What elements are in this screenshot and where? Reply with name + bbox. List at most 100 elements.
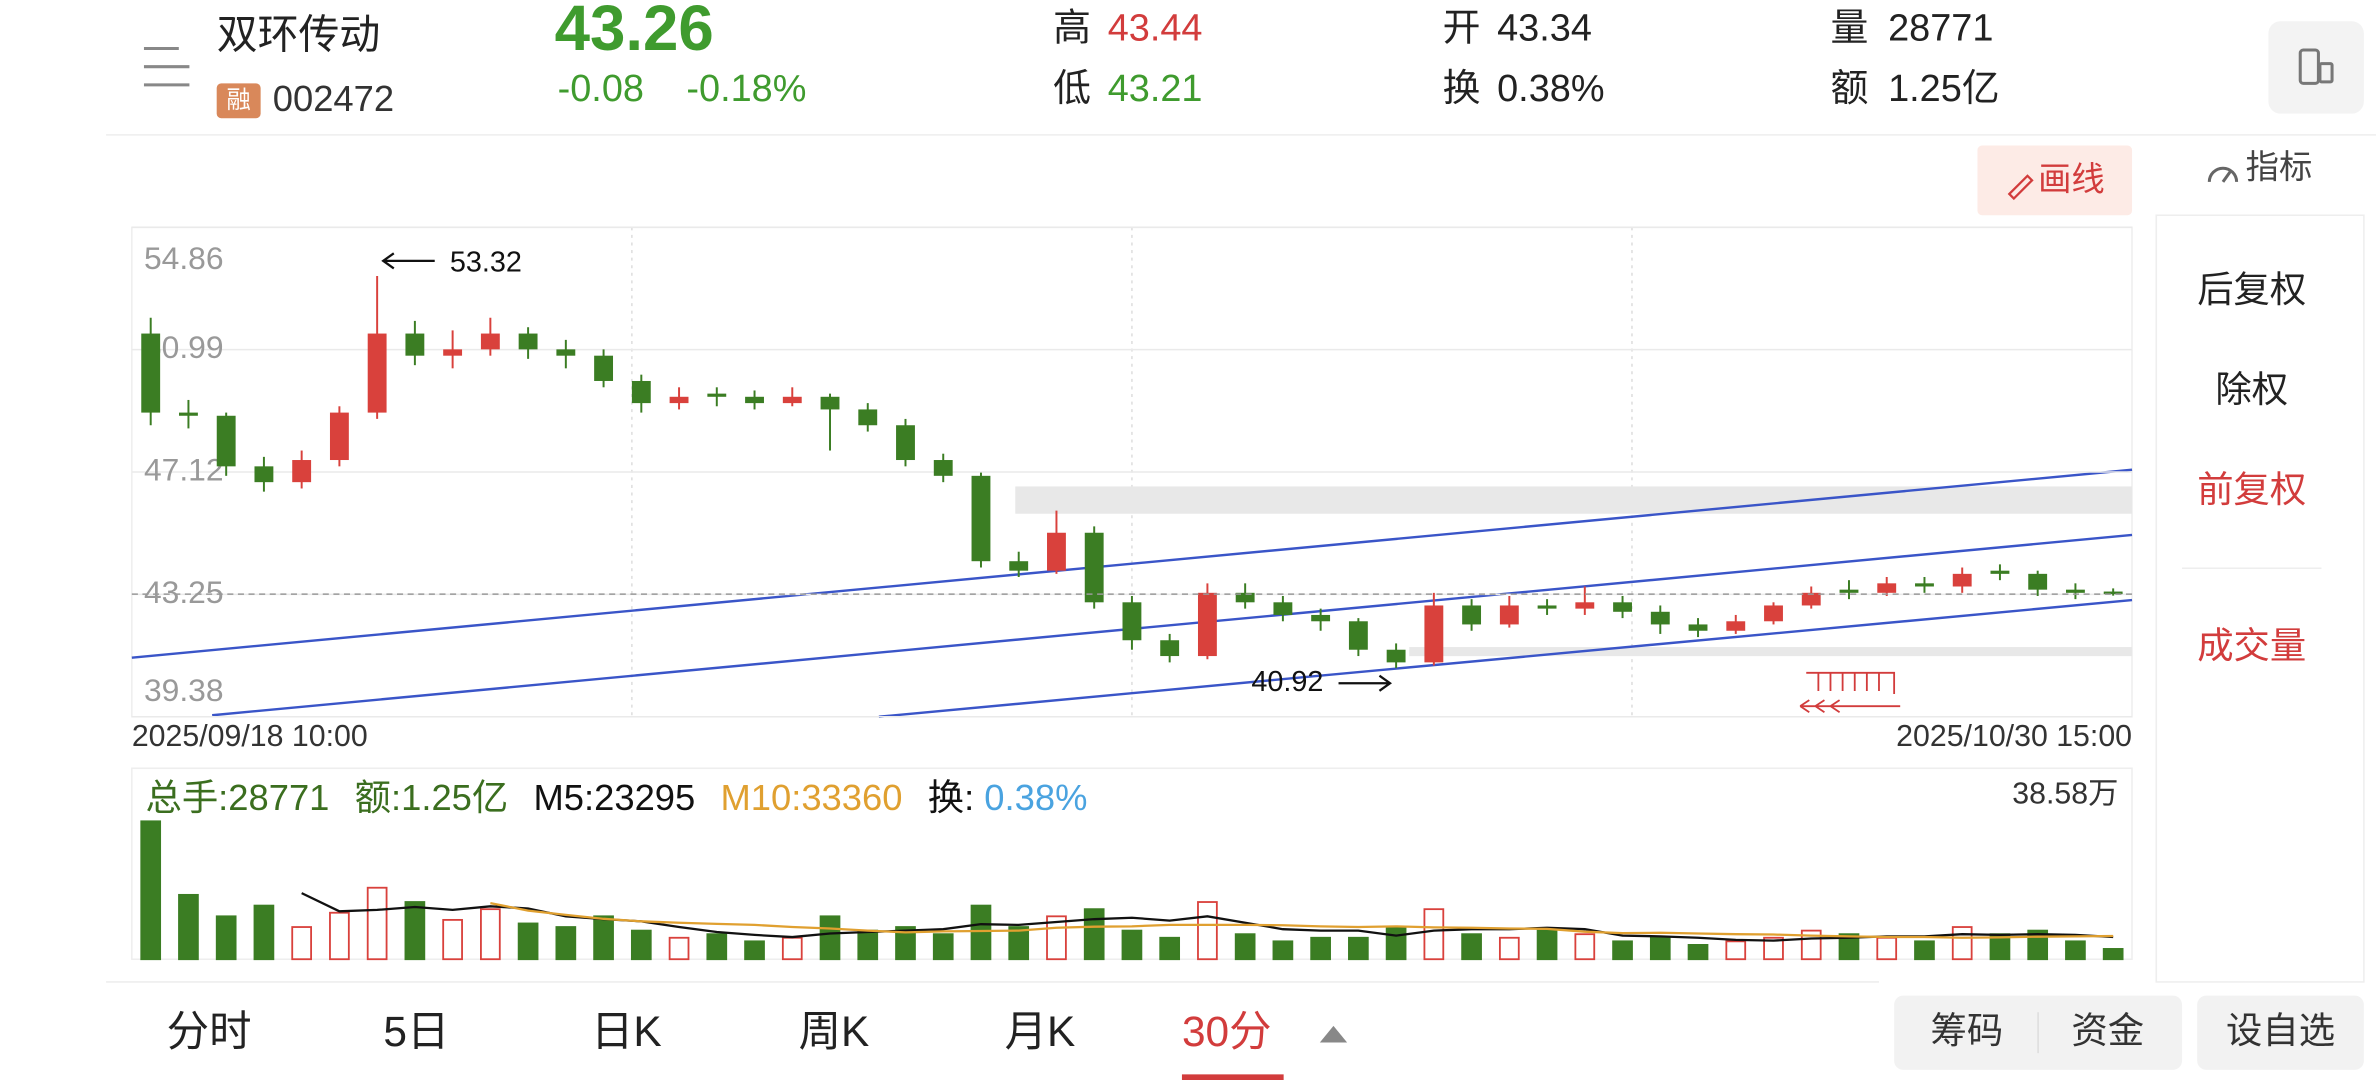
tab[interactable]: 分时	[167, 1008, 252, 1055]
open: 43.34	[1497, 7, 1592, 49]
volume-bar	[329, 911, 350, 961]
candle-body	[1235, 592, 1255, 603]
candle-body	[367, 333, 387, 413]
volume-bar	[1461, 933, 1482, 961]
high: 43.44	[1108, 7, 1203, 49]
side-item[interactable]: 前复权	[2197, 469, 2306, 510]
volume-bar	[2065, 940, 2086, 961]
tab[interactable]: 5日	[383, 1008, 449, 1055]
m5-label: M5:23295	[534, 777, 696, 818]
x-end-label: 2025/10/30 15:00	[1896, 720, 2132, 753]
candle-body	[745, 396, 764, 404]
amount: 1.25亿	[1888, 68, 2000, 110]
candle-body	[1122, 602, 1142, 641]
volume-bar	[1687, 944, 1709, 961]
volume-label: 量	[1830, 7, 1868, 49]
volume-bar	[404, 901, 426, 961]
volume-bar	[1574, 933, 1596, 961]
high-label: 53.32	[450, 246, 522, 278]
stock-code: 002472	[273, 78, 394, 119]
volume-bar	[744, 940, 765, 961]
volume-bar	[630, 929, 652, 961]
volume-bar	[1649, 936, 1671, 961]
funds-button[interactable]: 资金	[2071, 1010, 2144, 1051]
candle-body	[1952, 573, 1972, 587]
tabs: 分时 5日 日K 周K 月K 30分	[167, 1008, 1284, 1080]
candle-body	[1688, 624, 1708, 631]
candle-body	[1915, 583, 1934, 587]
watchlist-button[interactable]: 设自选	[2226, 1010, 2335, 1051]
side-item[interactable]: 后复权	[2197, 269, 2306, 310]
candle-body	[858, 409, 878, 426]
tab[interactable]: 日K	[591, 1008, 662, 1055]
candle-body	[1084, 532, 1104, 603]
high-label: 高	[1053, 7, 1091, 49]
volume-bar	[291, 926, 313, 961]
candle-body	[820, 396, 840, 410]
candle-body	[556, 349, 576, 356]
gauge-needle	[2221, 170, 2232, 183]
open-label: 开	[1443, 7, 1481, 49]
candle-body	[1650, 611, 1670, 625]
candle-body	[1348, 621, 1368, 650]
volume-bar	[932, 933, 954, 961]
volume: 28771	[1888, 7, 1993, 49]
candle-body	[782, 396, 802, 404]
side-item[interactable]: 成交量	[2197, 625, 2306, 666]
volume-bar	[1046, 915, 1067, 961]
indicator-button[interactable]: 指标	[2246, 150, 2313, 187]
side-item[interactable]: 除权	[2215, 369, 2288, 410]
volume-bar	[668, 936, 690, 961]
volume-bar	[1385, 926, 1407, 961]
candle-body	[480, 333, 500, 350]
change: -0.08	[558, 68, 644, 110]
high-arrow	[381, 252, 435, 270]
candle-body	[631, 380, 651, 404]
candle-body	[1764, 605, 1783, 622]
candle-body	[405, 333, 425, 356]
volume-bar	[1197, 901, 1218, 961]
change-pct: -0.18%	[686, 68, 806, 110]
draw-button[interactable]: 画线	[2038, 162, 2105, 199]
volume-bar	[555, 926, 577, 961]
tab[interactable]: 30分	[1182, 1008, 1272, 1055]
volume-max-label: 38.58万	[2012, 778, 2118, 811]
m10-label: M10:33360	[721, 777, 903, 818]
volume-bar	[1838, 933, 1860, 961]
candle-body	[443, 349, 463, 356]
candle-body	[1160, 640, 1180, 657]
candle-body	[1273, 602, 1293, 615]
candle-body	[1047, 532, 1066, 571]
candle-body	[1801, 592, 1821, 606]
volume-stats: 总手:28771 额:1.25亿 M5:23295 M10:33360 换: 0…	[145, 777, 1087, 818]
volume-bar	[1234, 933, 1256, 961]
turnover: 0.38%	[1497, 68, 1604, 110]
stock-name: 双环传动	[217, 12, 381, 58]
volume-bar	[517, 922, 539, 961]
candle-body	[2103, 591, 2123, 595]
volume-bar	[480, 908, 501, 961]
volume-bar	[215, 915, 237, 961]
turnover-label: 换:	[928, 777, 974, 818]
volume-bar	[1121, 929, 1143, 961]
watchlist-button-bg	[2197, 995, 2364, 1070]
candle-body	[1613, 602, 1632, 612]
ma10-line	[490, 901, 2114, 939]
tab[interactable]: 月K	[1005, 1008, 1076, 1055]
volume-bar	[178, 893, 199, 961]
candle-body	[1311, 614, 1331, 622]
volume-bar	[1008, 926, 1030, 961]
candle-body	[1197, 592, 1217, 657]
chips-button[interactable]: 筹码	[1931, 1010, 2004, 1051]
volume-bar	[819, 915, 841, 961]
low: 43.21	[1108, 68, 1203, 110]
gauge-icon	[2207, 166, 2239, 182]
tab[interactable]: 周K	[799, 1008, 870, 1055]
badge: 融	[227, 87, 251, 114]
menu-icon[interactable]	[143, 46, 190, 87]
device-button[interactable]	[2268, 21, 2364, 114]
volume-bar	[1272, 940, 1294, 961]
y-tick-label: 54.86	[144, 240, 224, 276]
tab-dropdown[interactable]	[1319, 1025, 1348, 1043]
volume-bar	[1498, 936, 1520, 961]
